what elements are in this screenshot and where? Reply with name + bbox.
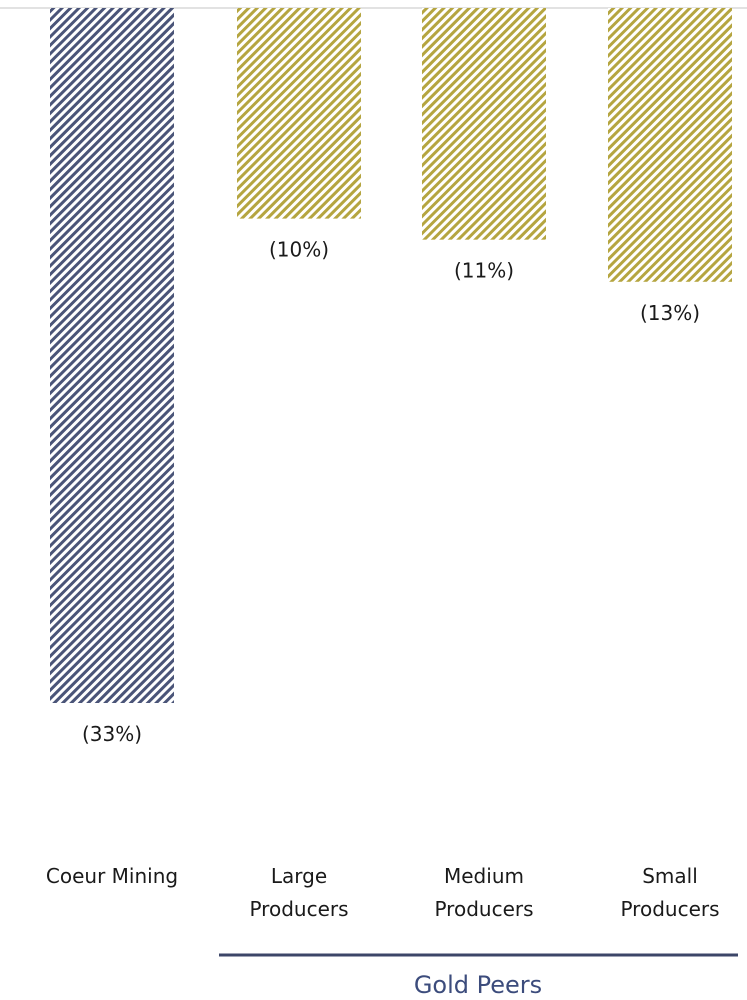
value-label: (10%) bbox=[269, 238, 329, 262]
category-labels-layer: Coeur Mining Large Producers Medium Producer… bbox=[46, 864, 720, 921]
bar-coeur-mining bbox=[50, 8, 174, 703]
category-label: Medium Producers bbox=[434, 864, 533, 921]
bar-large-producers bbox=[237, 8, 361, 219]
bar-medium-producers bbox=[422, 8, 546, 240]
value-label: (13%) bbox=[640, 301, 700, 325]
bar-small-producers bbox=[608, 8, 732, 282]
category-label: Large Producers bbox=[249, 864, 348, 921]
bars-layer bbox=[50, 8, 732, 703]
category-label: Small Producers bbox=[620, 864, 719, 921]
category-label: Coeur Mining bbox=[46, 864, 178, 888]
value-labels-layer: (33%) (10%) (11%) (13%) bbox=[82, 238, 700, 746]
value-label: (11%) bbox=[454, 259, 514, 283]
value-label: (33%) bbox=[82, 722, 142, 746]
gold-peers-label: Gold Peers bbox=[414, 971, 542, 999]
